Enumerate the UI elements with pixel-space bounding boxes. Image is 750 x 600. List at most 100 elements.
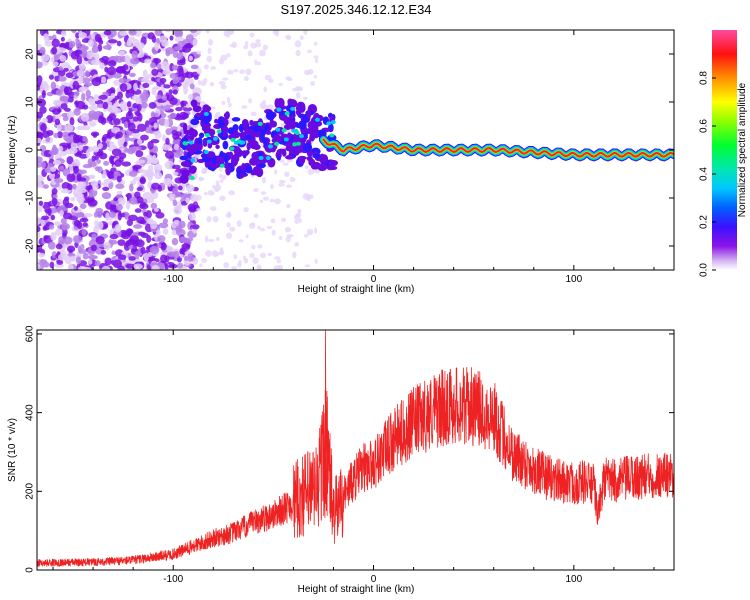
noise-blob [185,103,191,109]
track-blob [215,144,220,149]
noise-blob [115,131,123,139]
noise-blob [218,173,223,179]
noise-blob [118,77,128,84]
noise-blob [155,229,161,236]
track-hotspot [292,142,298,147]
noise-blob [144,120,150,128]
noise-blob [198,177,205,181]
track-hotspot [258,155,264,160]
track-blob [249,119,254,126]
track-blob [214,118,219,124]
noise-blob [46,130,54,136]
noise-blob [172,199,178,207]
noise-blob [294,218,300,224]
noise-blob [55,228,63,236]
noise-blob [177,185,183,191]
noise-blob [150,61,156,69]
noise-blob [51,187,58,195]
track-hotspot [281,128,287,133]
noise-blob [257,225,261,230]
noise-blob [219,247,224,252]
y-tick-label: 20 [25,48,36,60]
noise-blob [228,102,232,108]
track-blob [272,134,282,144]
track-hotspot [330,120,336,125]
noise-blob [137,138,143,145]
noise-blob [83,212,93,218]
noise-blob [144,58,151,64]
noise-blob [103,160,110,166]
noise-blob [64,196,70,202]
noise-blob [52,159,62,166]
noise-blob [69,117,75,126]
noise-blob [121,161,132,167]
noise-blob [50,166,57,172]
noise-blob [173,46,183,51]
track-blob [195,112,202,118]
noise-blob [125,263,135,269]
noise-blob [182,44,192,53]
track-hotspot [188,140,194,145]
track-blob [228,151,233,157]
track-blob [317,163,328,172]
noise-blob [255,39,261,43]
x-tick-label: -100 [163,274,183,285]
noise-blob [125,200,131,210]
noise-blob [250,111,257,117]
y-tick-label: -20 [25,238,36,253]
noise-blob [294,40,302,48]
noise-blob [172,89,178,95]
noise-blob [172,78,179,85]
noise-blob [75,32,80,39]
noise-blob [133,224,143,229]
noise-blob [100,249,107,255]
noise-blob [154,30,163,37]
noise-blob [109,233,119,240]
noise-blob [207,238,215,242]
noise-blob [148,101,157,109]
noise-blob [106,66,117,76]
noise-blob [210,66,217,70]
noise-blob [222,77,229,81]
noise-blob [165,137,170,146]
noise-blob [173,206,181,211]
noise-blob [128,214,138,222]
noise-blob [66,245,76,253]
noise-blob [53,132,59,138]
noise-blob [151,35,157,43]
noise-blob [121,106,127,112]
noise-blob [104,257,112,266]
noise-blob [181,243,191,250]
noise-blob [37,205,43,213]
track-hotspot [276,107,282,112]
bottom-y-axis: 0 200 400 600 [25,325,674,573]
noise-blob [203,64,209,70]
noise-blob [189,30,198,33]
noise-blob [37,98,47,107]
noise-blob [66,110,75,119]
noise-blob [178,220,186,229]
noise-blob [278,179,286,184]
noise-blob [151,112,159,118]
track-blob [306,108,312,119]
noise-blob [59,95,69,102]
noise-blob [185,197,190,204]
track-blob [276,156,281,161]
track-blob [253,144,261,151]
noise-blob [116,175,122,183]
noise-blob [70,141,78,150]
track-blob [265,130,272,135]
noise-blob [87,39,94,47]
noise-blob [306,228,314,236]
track-blob [296,101,306,111]
noise-blob [91,59,101,66]
noise-blob [48,224,55,230]
noise-blob [205,30,210,34]
noise-blob [185,184,195,193]
noise-blob [48,150,58,156]
y-tick-label: -10 [25,190,36,205]
noise-blob [113,72,122,79]
noise-blob [231,266,238,270]
colorbar-tick-label: 0.4 [699,167,710,181]
noise-blob [209,81,215,87]
